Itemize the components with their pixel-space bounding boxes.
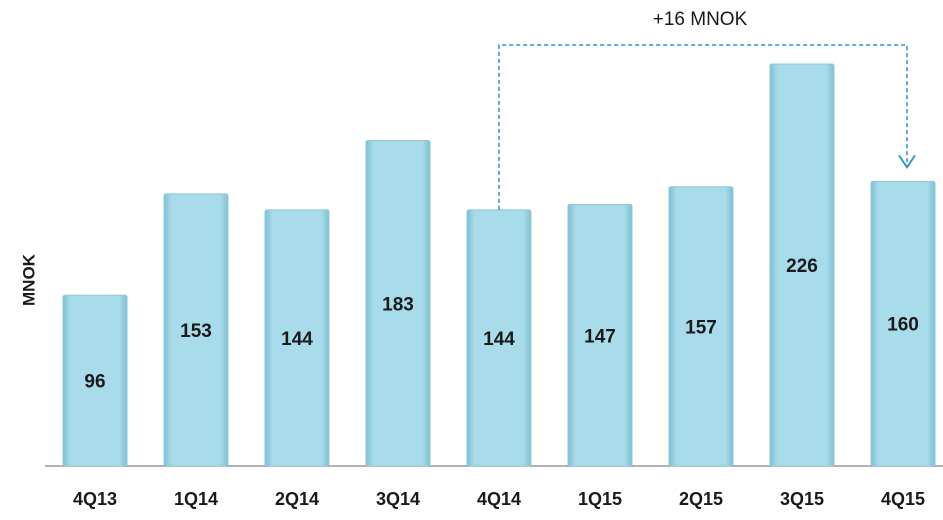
bar — [567, 204, 633, 467]
bar — [365, 139, 431, 467]
value-label: 183 — [382, 294, 414, 315]
value-label: 153 — [180, 321, 212, 342]
value-label: 147 — [584, 326, 616, 347]
bar — [62, 294, 128, 467]
x-tick-label: 2Q15 — [679, 489, 723, 509]
value-label: 226 — [786, 256, 818, 277]
value-label: 144 — [483, 329, 515, 350]
bar — [668, 186, 734, 467]
bar — [264, 209, 330, 467]
value-label: 160 — [887, 315, 919, 336]
x-tick-label: 2Q14 — [275, 489, 319, 509]
x-tick-label: 1Q15 — [578, 489, 622, 509]
annotation-bracket — [498, 44, 908, 210]
value-label: 157 — [685, 317, 717, 338]
value-label: 144 — [281, 329, 313, 350]
y-axis-label: MNOK — [19, 253, 38, 306]
x-tick-label: 4Q13 — [73, 489, 117, 509]
value-label: 96 — [84, 372, 105, 393]
x-tick-label: 3Q14 — [376, 489, 420, 509]
x-tick-label: 3Q15 — [780, 489, 824, 509]
annotation: +16 MNOK — [653, 9, 748, 30]
bar — [870, 180, 936, 467]
bar — [163, 193, 229, 467]
bar — [769, 63, 835, 467]
x-tick-label: 1Q14 — [174, 489, 218, 509]
annotation-arrowhead — [898, 154, 916, 170]
x-tick-label: 4Q15 — [881, 489, 925, 509]
x-tick-label: 4Q14 — [477, 489, 521, 509]
